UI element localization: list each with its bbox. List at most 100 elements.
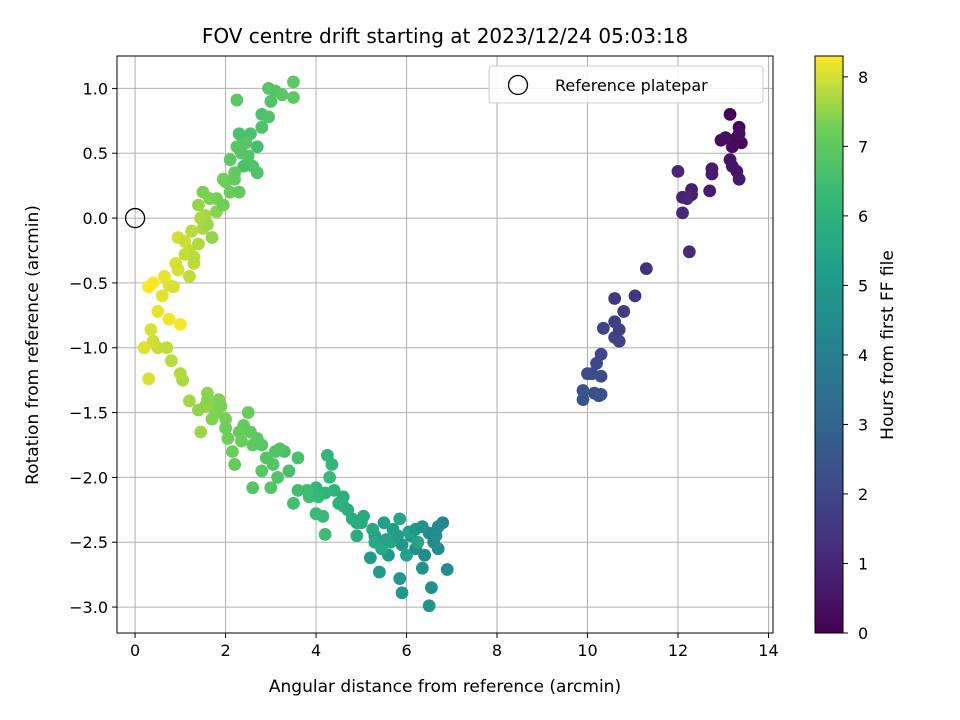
x-tick-label: 10	[577, 641, 597, 660]
data-point	[300, 483, 314, 497]
data-point	[325, 458, 339, 471]
data-point	[400, 548, 413, 562]
data-point	[318, 528, 332, 541]
data-point	[262, 82, 275, 95]
data-point	[373, 565, 386, 579]
data-point	[160, 341, 174, 355]
colorbar-tick-label: 1	[858, 554, 868, 573]
data-point	[291, 483, 305, 497]
y-axis-ticks: −3.0 −2.5 −2.0 −1.5 −1.0 −0.5 0.0 0.5 1.0	[69, 79, 117, 617]
data-point	[639, 262, 653, 276]
x-tick-label: 12	[668, 641, 688, 660]
data-point	[336, 490, 350, 504]
data-point	[205, 231, 219, 244]
data-point	[205, 412, 219, 426]
data-point	[576, 393, 590, 407]
y-tick-label: −3.0	[69, 598, 108, 617]
data-point	[377, 516, 391, 530]
data-point	[411, 535, 425, 549]
legend-box	[488, 65, 764, 104]
data-point	[440, 563, 454, 576]
data-points	[137, 75, 748, 613]
x-tick-label: 6	[401, 641, 411, 660]
data-point	[395, 586, 409, 600]
data-point	[264, 481, 278, 495]
data-point	[431, 542, 445, 556]
data-point	[282, 464, 296, 478]
data-point	[173, 318, 187, 331]
data-point	[167, 280, 180, 294]
x-axis-ticks: 0 2 4 6 8 10 12 14	[130, 633, 779, 660]
data-point	[680, 192, 694, 206]
data-point	[192, 198, 205, 212]
data-point	[185, 224, 199, 238]
data-point	[287, 496, 300, 510]
grid-lines	[117, 56, 773, 633]
data-point	[287, 75, 300, 89]
data-point	[230, 93, 244, 107]
data-point	[350, 516, 364, 530]
data-point	[590, 356, 603, 370]
data-point	[425, 581, 438, 595]
data-point	[594, 388, 608, 401]
data-point	[146, 276, 160, 290]
data-point	[429, 529, 443, 543]
data-point	[291, 451, 305, 465]
data-point	[214, 399, 228, 413]
y-axis-label: Rotation from reference (arcmin)	[23, 205, 43, 485]
y-tick-label: 1.0	[83, 79, 108, 98]
colorbar: 0 1 2 3 4 5 6 7 8 Hours from first FF file	[814, 55, 898, 643]
data-point	[194, 425, 208, 439]
y-tick-label: −2.0	[69, 468, 108, 487]
data-point	[164, 354, 178, 368]
data-point	[268, 445, 282, 458]
colorbar-label: Hours from first FF file	[878, 250, 898, 440]
data-point	[216, 198, 230, 212]
data-point	[255, 438, 269, 452]
data-point	[259, 451, 273, 465]
data-point	[366, 522, 380, 536]
data-point	[246, 438, 260, 452]
x-tick-label: 0	[130, 641, 140, 660]
data-point	[182, 394, 196, 408]
colorbar-tick-label: 2	[858, 485, 868, 504]
data-point	[596, 321, 610, 335]
x-tick-label: 2	[220, 641, 230, 660]
data-point	[368, 535, 382, 549]
data-point	[241, 406, 255, 419]
data-point	[379, 533, 393, 547]
data-point	[608, 315, 622, 329]
chart-title: FOV centre drift starting at 2023/12/24 …	[202, 24, 688, 48]
legend: Reference platepar	[488, 65, 764, 104]
data-point	[255, 120, 269, 134]
colorbar-tick-label: 8	[858, 68, 868, 87]
legend-marker-icon	[507, 74, 529, 96]
data-point	[617, 305, 631, 318]
y-tick-label: −0.5	[69, 274, 108, 293]
data-point	[223, 153, 237, 167]
data-point	[271, 471, 285, 484]
colorbar-tick-label: 4	[858, 346, 868, 365]
data-point	[216, 172, 230, 186]
data-point	[671, 165, 685, 178]
data-point	[612, 334, 626, 348]
data-point	[182, 270, 196, 283]
x-tick-label: 8	[492, 641, 502, 660]
data-point	[232, 127, 246, 141]
data-point	[144, 323, 158, 336]
data-point	[676, 206, 689, 220]
data-point	[151, 305, 165, 318]
data-point	[194, 211, 208, 225]
data-point	[723, 107, 737, 121]
colorbar-tick-label: 5	[858, 276, 868, 295]
colorbar-tick-label: 7	[858, 137, 868, 156]
colorbar-ticks: 0 1 2 3 4 5 6 7 8	[843, 68, 868, 643]
data-point	[173, 367, 187, 381]
data-point	[705, 167, 719, 181]
data-point	[219, 412, 232, 426]
y-tick-label: 0.5	[83, 144, 108, 163]
data-point	[415, 561, 429, 575]
data-point	[137, 341, 151, 355]
data-point	[732, 127, 746, 141]
data-point	[350, 529, 364, 543]
